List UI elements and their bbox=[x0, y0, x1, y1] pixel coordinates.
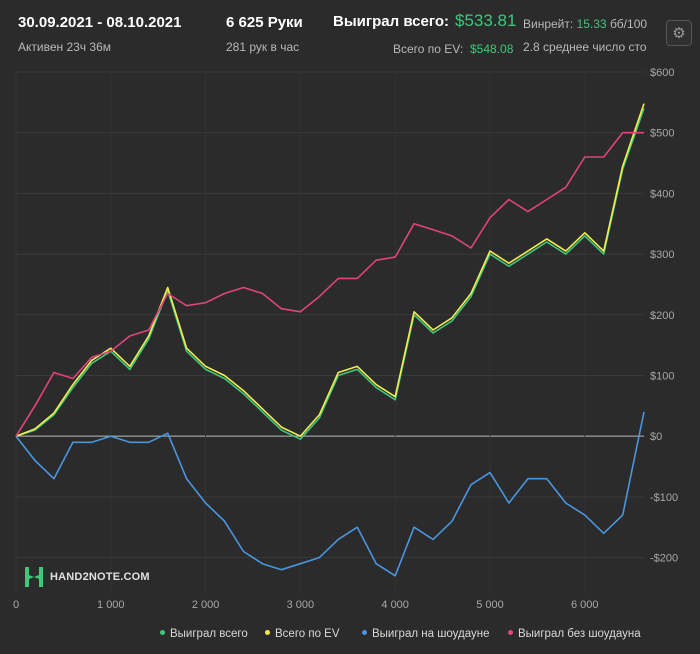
y-tick-label: $100 bbox=[650, 370, 674, 382]
date-range: 30.09.2021 - 08.10.2021 bbox=[18, 14, 182, 31]
winrate-label: Винрейт: bbox=[523, 17, 574, 31]
gear-icon[interactable]: ⚙ bbox=[666, 20, 692, 46]
winrate-value: 15.33 bbox=[576, 17, 607, 31]
series-line-1 bbox=[15, 108, 645, 441]
won-total-label: Выиграл всего: bbox=[333, 13, 450, 30]
y-tick-label: $200 bbox=[650, 310, 674, 322]
x-tick-label: 0 bbox=[13, 599, 19, 611]
x-tick-label: 5 000 bbox=[476, 599, 504, 611]
x-tick-label: 6 000 bbox=[571, 599, 599, 611]
ev-total-value: $548.08 bbox=[470, 42, 514, 56]
legend-dot-icon bbox=[508, 630, 513, 636]
x-tick-label: 4 000 bbox=[381, 599, 409, 611]
legend-label: Выиграл всего bbox=[170, 628, 248, 640]
legend-label: Выиграл без шоудауна bbox=[518, 628, 641, 640]
series-line-3 bbox=[15, 411, 645, 577]
legend-dot-icon bbox=[265, 630, 270, 636]
y-tick-label: $500 bbox=[650, 128, 674, 140]
series-line-2 bbox=[15, 103, 645, 438]
y-tick-label: $300 bbox=[650, 249, 674, 261]
x-tick-label: 1 000 bbox=[97, 599, 125, 611]
legend-dot-icon bbox=[160, 630, 165, 636]
legend-label: Выиграл на шоудауне bbox=[372, 628, 490, 640]
ev-total-label: Всего по EV: bbox=[393, 42, 464, 56]
hand2note-logo: HAND2NOTE.COM bbox=[24, 566, 150, 588]
active-time: Активен 23ч 36м bbox=[18, 40, 111, 54]
legend-item[interactable]: Выиграл всего bbox=[160, 628, 248, 640]
hand2note-logo-icon bbox=[25, 567, 43, 587]
logo-text: HAND2NOTE.COM bbox=[50, 571, 150, 583]
hands-count: 6 625 Руки bbox=[226, 14, 303, 31]
winrate-unit: бб/100 bbox=[609, 17, 648, 31]
header-bar: 30.09.2021 - 08.10.2021 Активен 23ч 36м … bbox=[0, 0, 700, 62]
chart-area: -$200 -$100 $0 $100 $200 $300 $400 $500 $600 0 1 0… bbox=[13, 67, 678, 611]
y-tick-label: $600 bbox=[650, 67, 674, 79]
x-tick-label: 3 000 bbox=[287, 599, 315, 611]
winrate: Винрейт: 15.33 бб/100 bbox=[523, 17, 654, 31]
avg-stacks: 2.8 среднее число сто bbox=[523, 40, 647, 54]
legend-item[interactable]: Выиграл на шоудауне bbox=[362, 628, 490, 640]
x-tick-label: 2 000 bbox=[192, 599, 220, 611]
y-tick-label: -$100 bbox=[650, 492, 678, 504]
hands-per-hour: 281 рук в час bbox=[226, 40, 300, 54]
won-total-value: $533.81 bbox=[455, 11, 517, 30]
legend-item[interactable]: Выиграл без шоудауна bbox=[508, 628, 641, 640]
y-tick-label: -$200 bbox=[650, 553, 678, 565]
y-tick-label: $400 bbox=[650, 188, 674, 200]
legend-label: Всего по EV bbox=[275, 628, 340, 640]
y-tick-label: $0 bbox=[650, 431, 662, 443]
legend-item[interactable]: Всего по EV bbox=[265, 628, 340, 640]
series-line-4 bbox=[15, 131, 644, 437]
chart-legend: Выиграл всего Всего по EV Выиграл на шоуда… bbox=[0, 624, 700, 646]
legend-dot-icon bbox=[362, 630, 367, 636]
